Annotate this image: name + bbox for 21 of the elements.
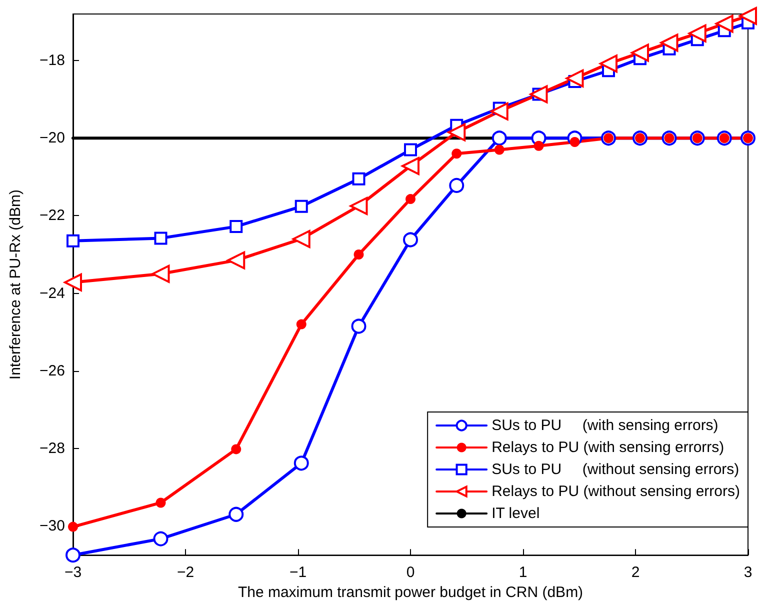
x-tick-label: 1 — [518, 564, 528, 582]
x-tick-label: −1 — [289, 564, 307, 582]
y-tick-label: −30 — [40, 518, 65, 535]
x-tick-label: −2 — [176, 564, 194, 582]
y-tick-label: −22 — [40, 207, 65, 224]
legend-label: Relays to PU (with sensing errorrs) — [492, 439, 724, 456]
y-tick-label: −18 — [40, 52, 65, 70]
y-tick-label: −24 — [40, 284, 65, 302]
x-tick-label: −3 — [64, 564, 82, 582]
y-tick-label: −28 — [40, 440, 65, 457]
y-axis-title: Interference at PU-Rx (dBm) — [7, 190, 24, 380]
y-tick-label: −26 — [40, 362, 65, 380]
legend-label: SUs to PU (with sensing errors) — [492, 417, 718, 434]
x-axis-title: The maximum transmit power budget in CRN (dBm) — [238, 584, 584, 601]
legend-label: IT level — [492, 505, 540, 522]
x-tick-label: 2 — [631, 564, 640, 582]
y-tick-label: −20 — [40, 130, 65, 147]
legend-label: SUs to PU (without sensing errors) — [492, 461, 740, 478]
x-tick-label: 0 — [406, 564, 415, 582]
legend-label: Relays to PU (without sensing errors) — [492, 483, 740, 500]
x-tick-label: 3 — [744, 564, 752, 582]
